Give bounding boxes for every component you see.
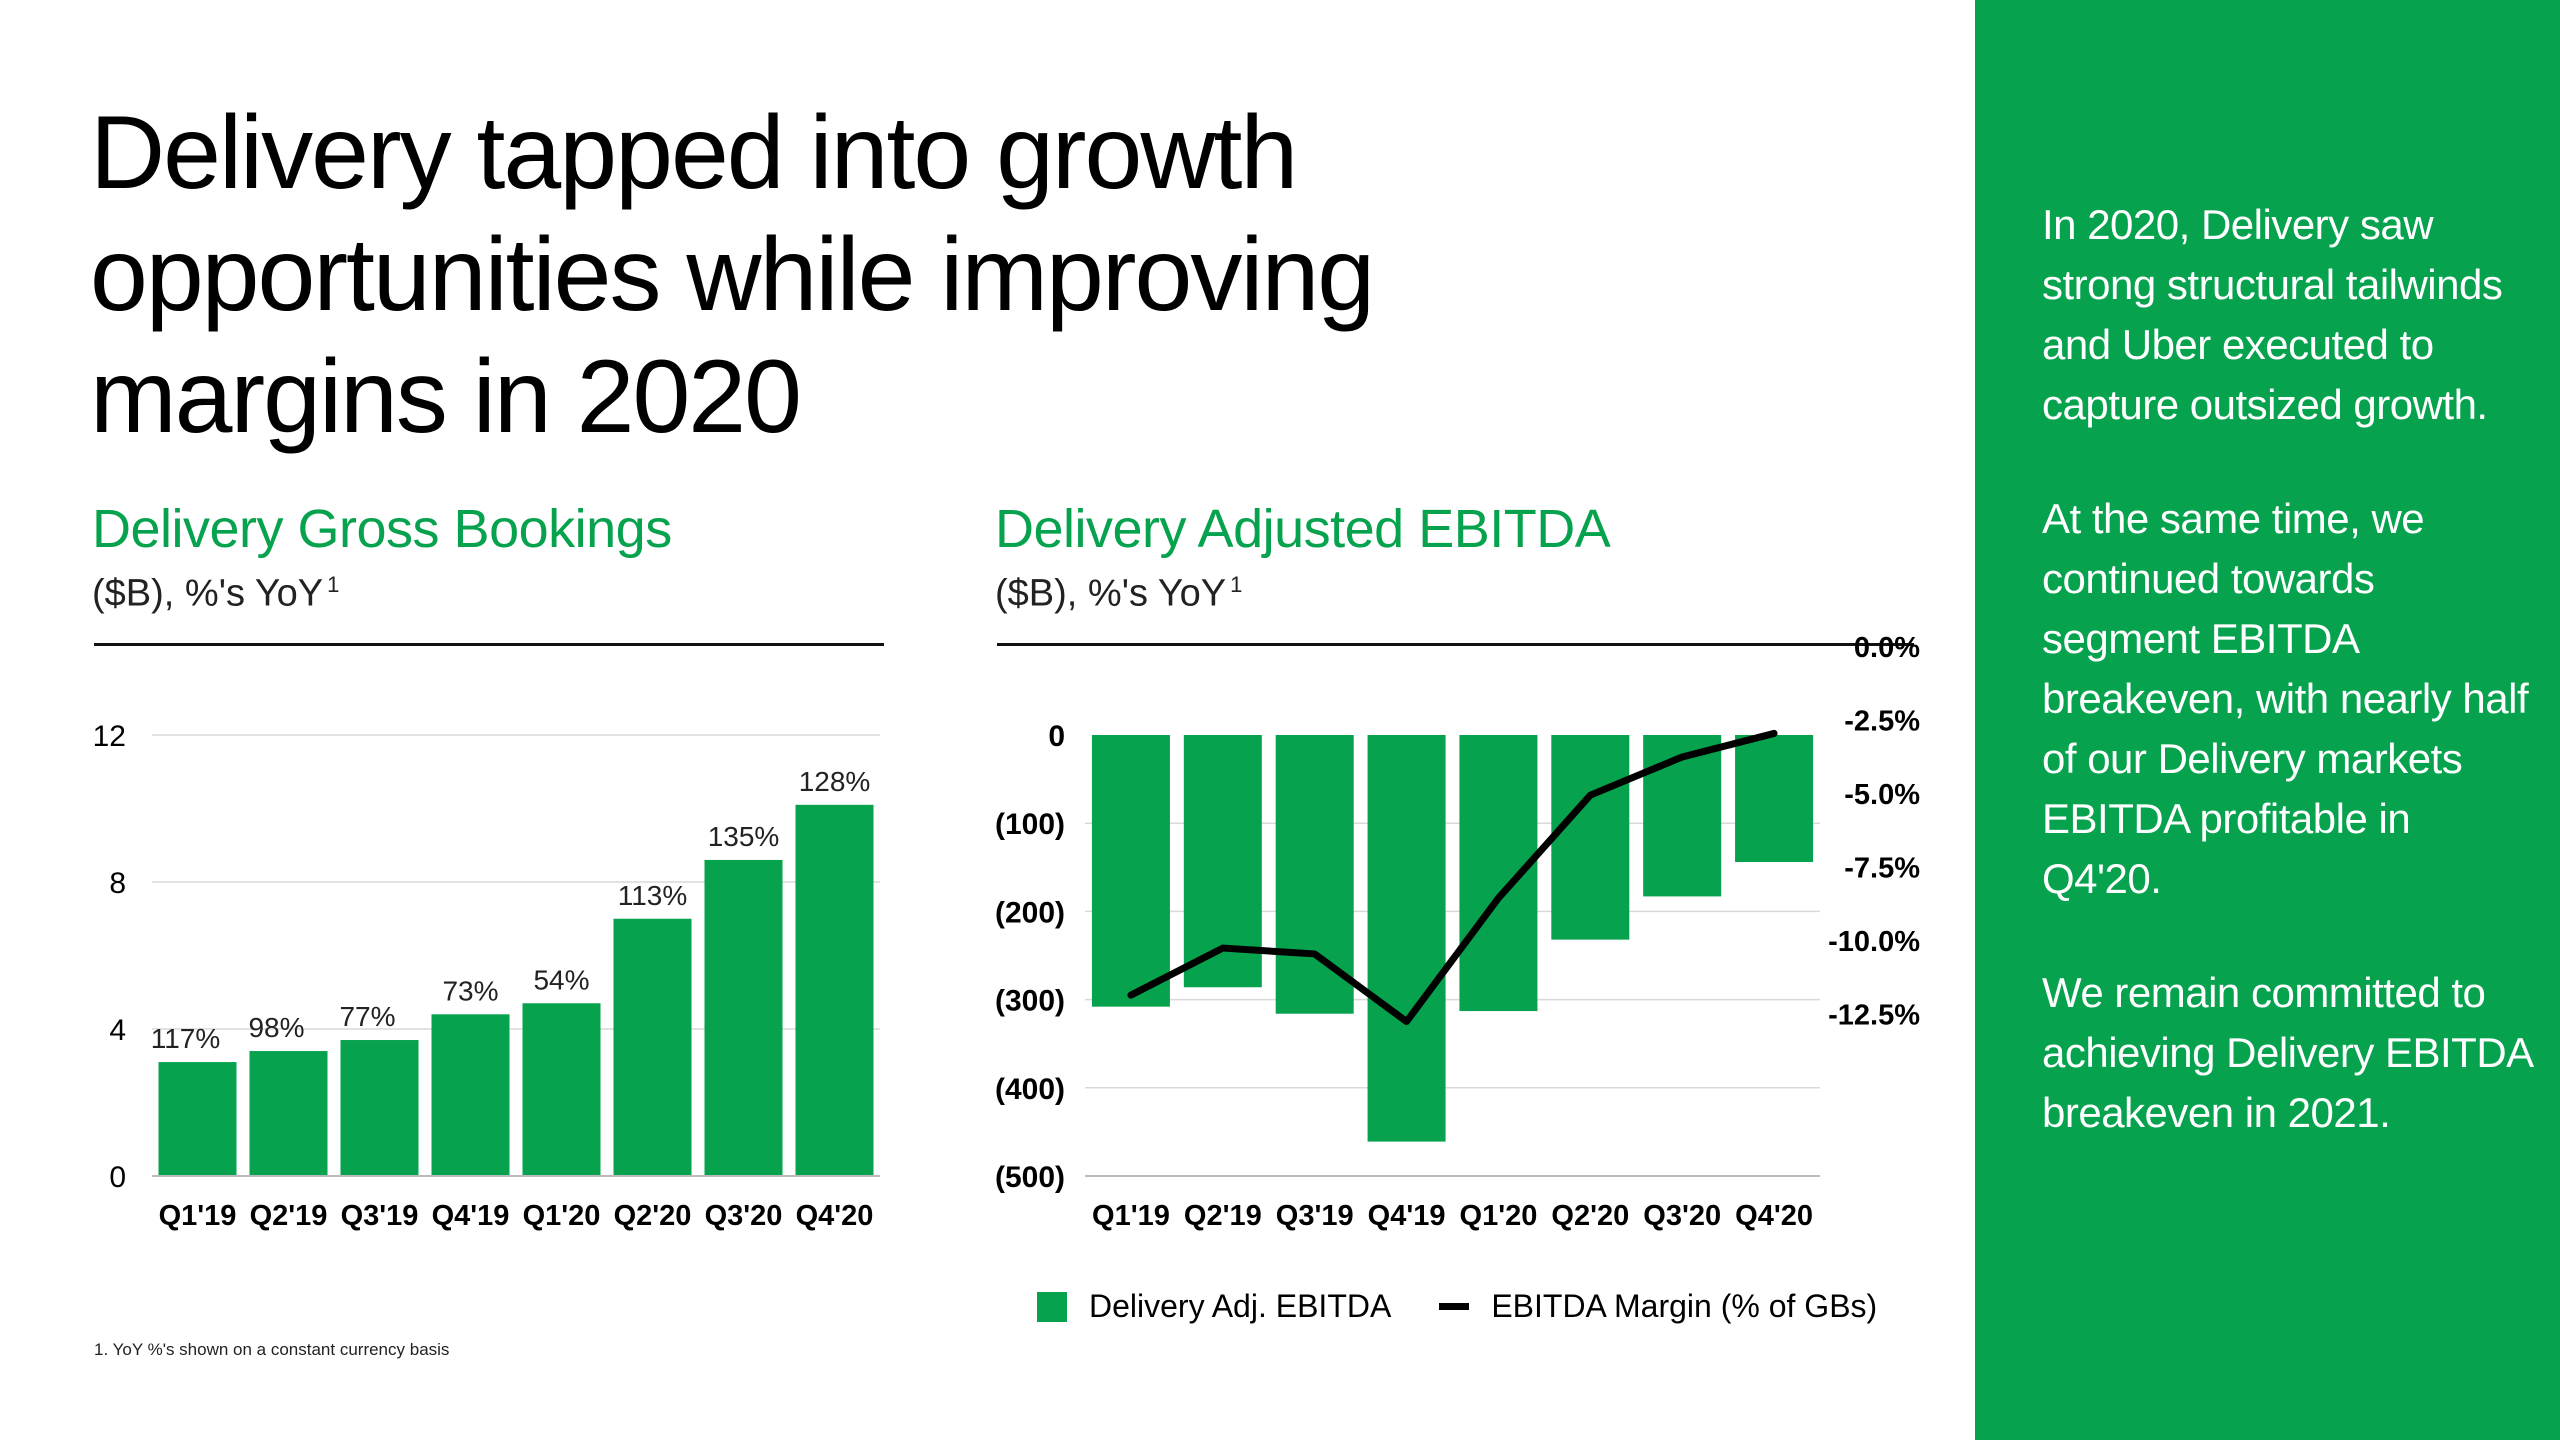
- y-tick-label-right: -10.0%: [1828, 926, 1920, 958]
- sidebar-text: In 2020, Delivery saw strong structural …: [2042, 195, 2532, 1197]
- bar: [704, 859, 783, 1176]
- x-tick-label: Q4'19: [432, 1200, 510, 1232]
- x-tick-label: Q2'19: [250, 1200, 328, 1232]
- x-tick-label: Q4'20: [796, 1200, 874, 1232]
- bar: [1643, 735, 1722, 897]
- bar: [522, 1003, 601, 1176]
- gross-bookings-footnote-mark: 1: [327, 572, 340, 597]
- legend-line-label: EBITDA Margin (% of GBs): [1491, 1288, 1878, 1324]
- data-label: 135%: [708, 821, 780, 852]
- y-tick-label: 12: [93, 720, 126, 753]
- gross-bookings-rule: [94, 643, 884, 646]
- bar: [795, 804, 874, 1176]
- x-tick-label: Q1'20: [1460, 1200, 1538, 1232]
- x-tick-label: Q3'19: [1276, 1200, 1354, 1232]
- bar: [1735, 735, 1814, 863]
- y-tick-label-left: (100): [995, 808, 1065, 841]
- x-tick-label: Q3'20: [1643, 1200, 1721, 1232]
- footnote: 1. YoY %'s shown on a constant currency …: [94, 1340, 450, 1359]
- ebitda-subtitle-text: ($B), %'s YoY: [995, 572, 1227, 615]
- y-tick-label-right: -12.5%: [1828, 1000, 1920, 1032]
- sidebar-paragraph: We remain committed to achieving Deliver…: [2042, 969, 2532, 1136]
- bar: [1367, 735, 1446, 1142]
- charts-canvas: 0 4 8 12 117% Q1'19 98% Q2'19 77% Q3'19 73% Q4'19 54…: [93, 632, 1921, 1232]
- y-tick-label-left: (200): [995, 896, 1065, 929]
- legend-bar-swatch: [1037, 1291, 1067, 1322]
- bar: [1275, 735, 1354, 1014]
- gross-bookings-subtitle: ($B), %'s YoY 1: [92, 572, 339, 616]
- x-tick-label: Q4'19: [1368, 1200, 1446, 1232]
- data-label: 117%: [151, 1023, 221, 1054]
- x-tick-label: Q1'19: [1092, 1200, 1170, 1232]
- sidebar-panel: In 2020, Delivery saw strong structural …: [1975, 0, 2560, 1440]
- x-tick-label: Q2'20: [614, 1200, 692, 1232]
- ebitda-subtitle: ($B), %'s YoY 1: [995, 572, 1242, 616]
- y-tick-label: 4: [109, 1014, 126, 1047]
- x-tick-label: Q1'20: [523, 1200, 601, 1232]
- data-label: 128%: [799, 766, 871, 797]
- bar: [158, 1062, 237, 1176]
- ebitda-margin-line: [1127, 729, 1778, 1026]
- bar: [340, 1040, 419, 1176]
- x-tick-label: Q3'20: [705, 1200, 783, 1232]
- ebitda-rule: [997, 643, 1914, 646]
- y-tick-label-right: 0.0%: [1854, 632, 1920, 664]
- y-tick-label: 8: [109, 867, 126, 900]
- legend-line-swatch: [1439, 1303, 1470, 1310]
- data-label: 98%: [248, 1012, 304, 1043]
- y-tick-label-right: -2.5%: [1844, 706, 1920, 738]
- y-tick-label-left: (500): [995, 1161, 1065, 1194]
- y-tick-label-left: 0: [1048, 720, 1065, 753]
- y-tick-label: 0: [109, 1161, 126, 1194]
- ebitda-title: Delivery Adjusted EBITDA: [995, 499, 1611, 559]
- bar: [249, 1051, 328, 1176]
- sidebar-paragraph: At the same time, we continued towards s…: [2042, 495, 2529, 902]
- bar: [1091, 735, 1170, 1007]
- x-tick-label: Q4'20: [1735, 1200, 1813, 1232]
- bar: [613, 918, 692, 1176]
- y-tick-label-right: -7.5%: [1844, 853, 1920, 885]
- data-label: 113%: [618, 880, 688, 911]
- data-label: 54%: [533, 964, 589, 995]
- data-label: 73%: [442, 975, 498, 1006]
- page-title: Delivery tapped into growth opportunitie…: [90, 95, 1375, 455]
- gross-bookings-subtitle-text: ($B), %'s YoY: [92, 572, 324, 615]
- ebitda-footnote-mark: 1: [1230, 572, 1243, 597]
- x-tick-label: Q1'19: [159, 1200, 237, 1232]
- x-tick-label: Q2'20: [1551, 1200, 1629, 1232]
- bar: [431, 1014, 510, 1176]
- gross-bookings-title: Delivery Gross Bookings: [92, 499, 672, 559]
- sidebar-paragraph: In 2020, Delivery saw strong structural …: [2042, 201, 2503, 428]
- x-tick-label: Q2'19: [1184, 1200, 1262, 1232]
- y-tick-label-left: (300): [995, 985, 1065, 1018]
- data-label: 77%: [339, 1001, 395, 1032]
- chart-legend: Delivery Adj. EBITDA EBITDA Margin (% of…: [1037, 1288, 1877, 1325]
- bar: [1551, 735, 1630, 940]
- y-tick-label-left: (400): [995, 1073, 1065, 1106]
- legend-bar-label: Delivery Adj. EBITDA: [1089, 1288, 1392, 1324]
- y-tick-label-right: -5.0%: [1844, 779, 1920, 811]
- x-tick-label: Q3'19: [341, 1200, 419, 1232]
- bar: [1459, 735, 1538, 1012]
